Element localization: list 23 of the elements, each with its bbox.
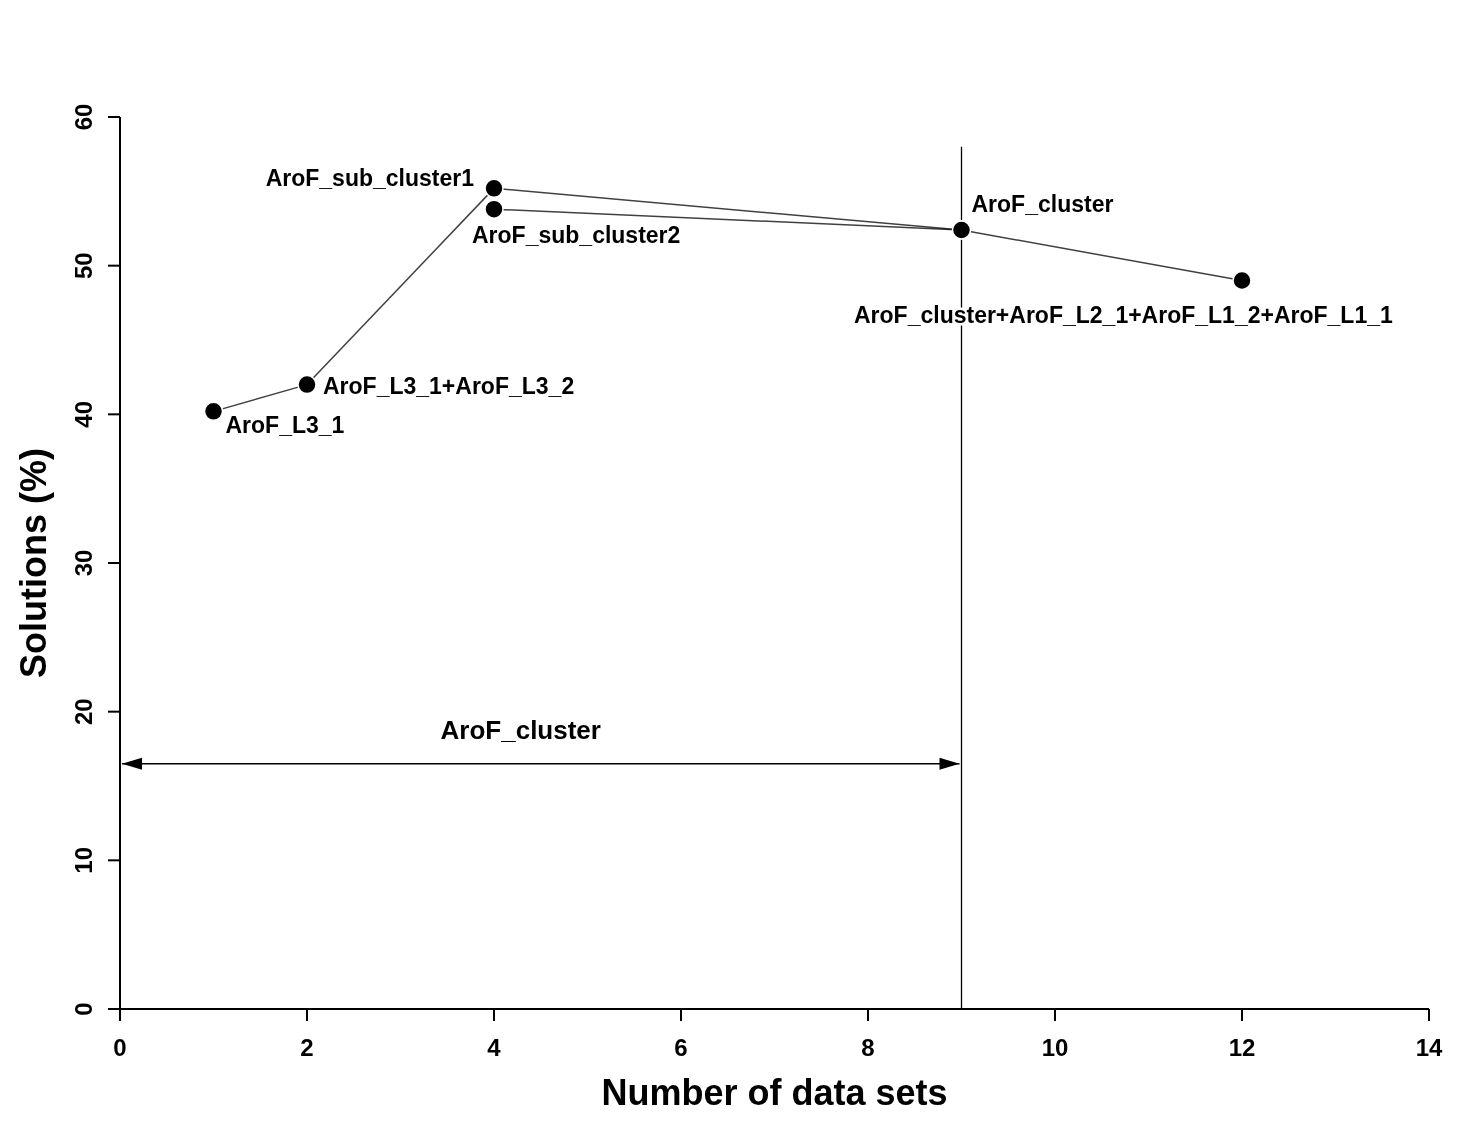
annotation: AroF_L3_1	[225, 412, 345, 439]
x-tick-label: 14	[1415, 1034, 1443, 1061]
y-tick-label: 30	[70, 549, 97, 577]
y-tick-label: 50	[70, 252, 97, 280]
annotation: AroF_L3_1+AroF_L3_2	[323, 372, 575, 399]
x-tick-label: 10	[1041, 1034, 1069, 1061]
annotation: AroF_sub_cluster2	[472, 222, 681, 249]
y-tick-label: 60	[70, 103, 97, 131]
x-tick-label: 6	[674, 1034, 688, 1061]
annotation: AroF_sub_cluster1	[265, 165, 475, 192]
annotation: AroF_cluster	[971, 190, 1114, 217]
y-tick-label: 40	[70, 400, 97, 428]
x-tick-label: 12	[1228, 1034, 1256, 1061]
annotation: AroF_cluster	[440, 714, 601, 745]
y-tick-label: 20	[70, 698, 97, 726]
x-axis-title: Number of data sets	[601, 1072, 948, 1113]
y-tick-label: 0	[70, 1002, 97, 1016]
x-tick-label: 4	[487, 1034, 502, 1061]
x-tick-label: 8	[861, 1034, 875, 1061]
x-tick-label: 2	[300, 1034, 314, 1061]
y-tick-label: 10	[70, 846, 97, 874]
y-axis-title: Solutions (%)	[13, 448, 54, 678]
x-tick-label: 0	[113, 1034, 127, 1061]
